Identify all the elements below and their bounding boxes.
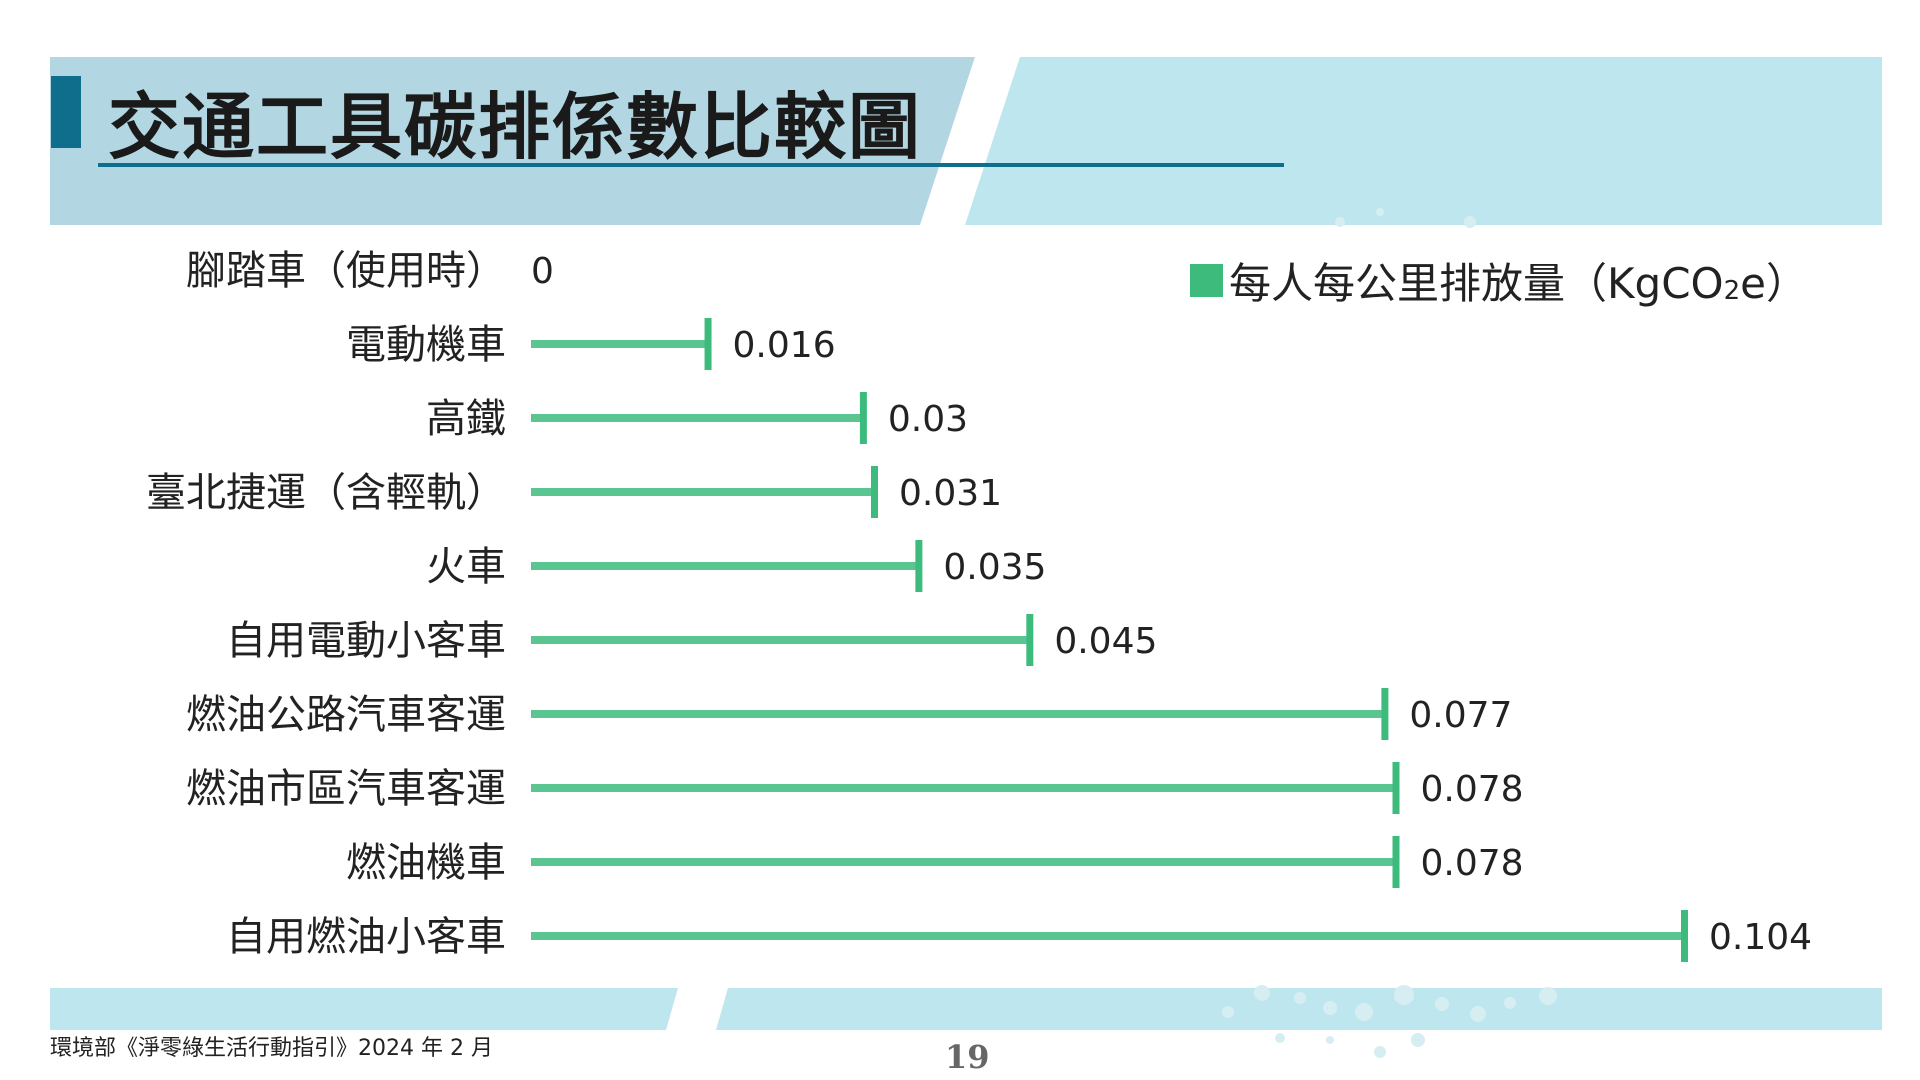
category-label: 燃油機車	[346, 840, 506, 886]
bar	[531, 540, 923, 592]
bar	[531, 688, 1389, 740]
data-label: 0.035	[943, 547, 1046, 588]
category-label: 電動機車	[346, 322, 506, 368]
footer-source: 環境部《淨零綠生活行動指引》2024 年 2 月	[50, 1036, 493, 1061]
header-band-gap	[920, 57, 1020, 225]
category-label: 臺北捷運（含輕軌）	[146, 470, 506, 516]
page-number: 19	[945, 1038, 990, 1076]
footer-band-left	[50, 988, 678, 1030]
data-label: 0.031	[899, 473, 1002, 514]
chart-legend: 每人每公里排放量（KgCO 2 e）	[1190, 250, 1808, 311]
bar	[531, 762, 1400, 814]
category-label: 自用燃油小客車	[226, 914, 506, 960]
bar	[531, 910, 1688, 962]
data-label: 0.078	[1421, 843, 1524, 884]
legend-label-subscript: 2	[1723, 275, 1741, 306]
category-label: 燃油市區汽車客運	[186, 766, 506, 812]
bar	[531, 836, 1400, 888]
data-label: 0.016	[733, 325, 836, 366]
legend-label-end: e）	[1740, 259, 1808, 308]
category-label: 自用電動小客車	[226, 618, 506, 664]
category-label: 腳踏車（使用時）	[186, 248, 506, 294]
category-label: 燃油公路汽車客運	[186, 692, 506, 738]
bar	[531, 392, 867, 444]
footer-band-right	[716, 988, 1882, 1030]
header-band-dark	[50, 57, 975, 225]
title-accent-bar	[51, 76, 81, 148]
data-label: 0.104	[1709, 917, 1812, 958]
data-label: 0	[531, 251, 554, 292]
data-label: 0.077	[1409, 695, 1512, 736]
bar	[531, 466, 878, 518]
data-label: 0.078	[1421, 769, 1524, 810]
bar	[531, 318, 712, 370]
category-label: 火車	[426, 544, 506, 590]
data-label: 0.03	[888, 399, 968, 440]
decorative-dots	[1222, 208, 1557, 1058]
category-label: 高鐵	[426, 396, 506, 442]
legend-swatch	[1190, 264, 1223, 297]
data-label: 0.045	[1054, 621, 1157, 662]
page-title: 交通工具碳排係數比較圖	[108, 85, 923, 169]
legend-label-main: 每人每公里排放量（KgCO	[1229, 259, 1724, 308]
bar	[531, 614, 1034, 666]
